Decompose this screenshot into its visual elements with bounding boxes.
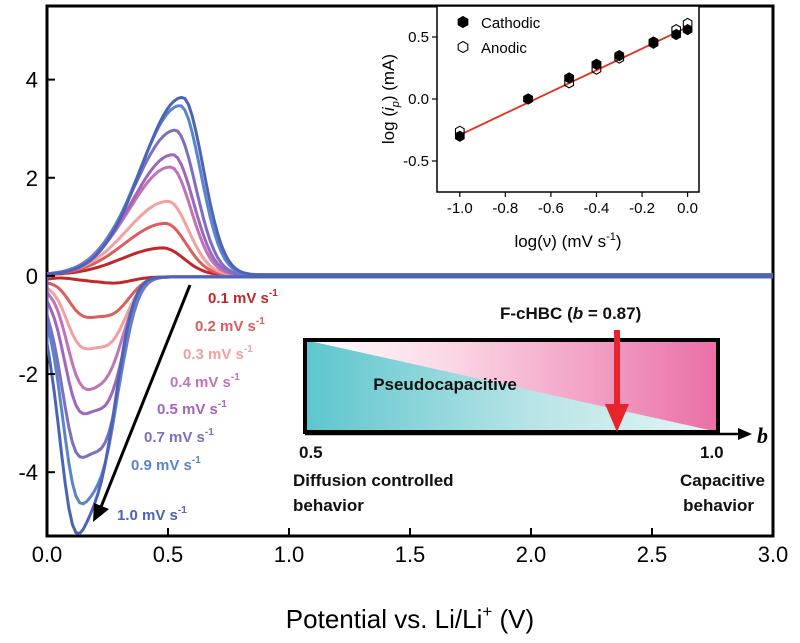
b-symbol: b [573, 304, 583, 323]
scan-rate-label: 0.5 mV s-1 [157, 399, 227, 418]
scan-rate-label: 0.2 mV s-1 [195, 316, 265, 335]
material-name: F-cHBC [500, 304, 562, 323]
cv-series-line [47, 95, 773, 536]
inset-x-tick-label: -0.6 [538, 200, 564, 217]
anodic-point [564, 77, 575, 89]
scale-min-label: 0.5 [299, 443, 323, 462]
scan-rate-value: 0.3 mV s [183, 346, 244, 363]
scan-rate-label: 0.9 mV s-1 [131, 455, 201, 474]
cathodic-point [614, 49, 625, 62]
scan-rate-value: 0.7 mV s [144, 429, 205, 446]
inset-x-tick-label: -0.2 [629, 200, 655, 217]
red-arrow-head [605, 404, 629, 432]
anodic-point [523, 93, 534, 105]
inset-y-tick-label: -0.5 [403, 153, 429, 170]
scan-rate-value: 1.0 mV s [117, 507, 178, 524]
scan-rate-exponent: -1 [244, 344, 253, 355]
y-tick-label: 4 [26, 68, 38, 93]
pseudocapacitive-label: Pseudocapacitive [373, 375, 517, 394]
x-axis-label-superscript: + [482, 602, 492, 621]
scan-rate-exponent: -1 [231, 372, 240, 383]
scan-rate-value: 0.4 mV s [170, 374, 231, 391]
inset-x-axis-label: log(ν) (mV s-1) [514, 231, 621, 251]
inset-y-axis-label: log (ip) (mA) [379, 54, 402, 144]
legend-label: Cathodic [481, 15, 541, 32]
x-tick-label: 2.0 [516, 542, 547, 567]
main-y-ticks: -4 -2 0 2 4 [18, 68, 55, 485]
scan-rate-arrowhead [93, 503, 109, 522]
anodic-point [682, 17, 693, 30]
anodic-point [614, 52, 625, 64]
y-tick-label: -4 [18, 460, 38, 485]
scan-rate-value: 0.5 mV s [157, 401, 218, 418]
x-tick-label: 0.0 [32, 542, 63, 567]
x-tick-label: 3.0 [758, 542, 789, 567]
y-tick-label: 2 [26, 166, 38, 191]
y-tick-label: -2 [18, 362, 38, 387]
anodic-point [648, 37, 659, 49]
scan-rate-label: 0.7 mV s-1 [144, 427, 214, 446]
x-axis-label-main: Potential vs. Li/Li [286, 604, 483, 634]
scan-rate-labels: 0.1 mV s-10.2 mV s-10.3 mV s-10.4 mV s-1… [117, 288, 278, 524]
anodic-point [591, 63, 602, 75]
cv-curves [47, 95, 773, 536]
legend-marker [457, 15, 469, 29]
scan-rate-label: 0.1 mV s-1 [208, 288, 278, 307]
y-tick-label: 0 [26, 264, 38, 289]
scan-rate-value: 0.9 mV s [131, 457, 192, 474]
scan-rate-label: 1.0 mV s-1 [117, 505, 187, 524]
b-axis-arrowhead [738, 428, 752, 440]
x-axis-label-unit: (V) [492, 604, 534, 634]
b-value-red-arrow [605, 330, 629, 432]
material-label: F-cHBC (b = 0.87) [500, 304, 641, 323]
main-x-axis-label: Potential vs. Li/Li+ (V) [286, 602, 534, 634]
red-arrow-shaft [614, 330, 620, 408]
scan-rate-label: 0.4 mV s-1 [170, 372, 240, 391]
inset-x-tick-label: -0.8 [492, 200, 518, 217]
legend-label: Anodic [481, 40, 527, 57]
capacitive-label-line2: behavior [683, 496, 754, 515]
scan-rate-exponent: -1 [256, 316, 265, 327]
x-tick-label: 1.0 [274, 542, 305, 567]
inset-plot-frame [436, 5, 700, 193]
x-tick-label: 2.5 [637, 542, 668, 567]
scan-rate-exponent: -1 [192, 455, 201, 466]
scan-rate-exponent: -1 [269, 288, 278, 299]
inset-x-tick-label: -1.0 [447, 200, 473, 217]
inset-y-tick-label: 0.5 [408, 29, 429, 46]
inset-x-tick-label: 0.0 [677, 200, 698, 217]
scan-rate-label: 0.3 mV s-1 [183, 344, 253, 363]
inset-points [454, 17, 693, 142]
x-tick-label: 1.5 [395, 542, 426, 567]
scale-max-label: 1.0 [700, 443, 724, 462]
cv-series-line [47, 222, 773, 320]
scan-rate-exponent: -1 [205, 427, 214, 438]
inset-x-tick-label: -0.4 [584, 200, 610, 217]
inset-y-tick-label: 0.0 [408, 91, 429, 108]
x-tick-label: 0.5 [153, 542, 184, 567]
scan-rate-value: 0.2 mV s [195, 318, 256, 335]
diffusion-label-line1: Diffusion controlled [293, 471, 454, 490]
inset-ticks: -1.0 -0.8 -0.6 -0.4 -0.2 0.0 -0.5 0.0 0.5 [403, 29, 698, 217]
anodic-point [671, 23, 682, 36]
b-value: 0.87 [603, 304, 636, 323]
anodic-point [454, 125, 465, 137]
main-x-ticks: 0.0 0.5 1.0 1.5 2.0 2.5 3.0 [32, 528, 789, 567]
legend-marker [457, 40, 469, 54]
diffusion-label-line2: behavior [293, 496, 364, 515]
b-axis-symbol: b [757, 423, 768, 448]
capacitive-label-line1: Capacitive [680, 471, 765, 490]
scan-rate-value: 0.1 mV s [208, 290, 269, 307]
scan-rate-arrow-line [99, 284, 192, 508]
scan-rate-exponent: -1 [218, 399, 227, 410]
inset-legend: Cathodic Anodic [457, 15, 541, 57]
scan-rate-exponent: -1 [178, 505, 187, 516]
